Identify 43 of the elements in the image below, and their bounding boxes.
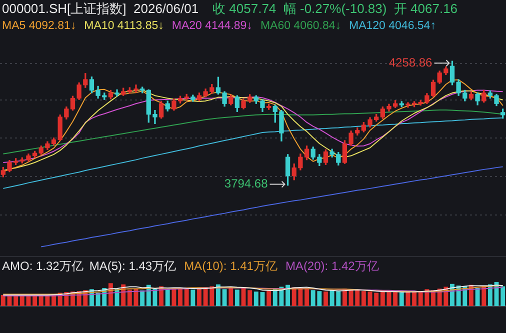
chart-subtitle: 收 4057.74 幅 -0.27%(-10.83) 开 4067.16 xyxy=(212,1,458,16)
bar xyxy=(361,291,366,306)
bar xyxy=(368,292,372,306)
bar xyxy=(475,288,480,306)
bar xyxy=(165,289,170,306)
text: MA5 4092.81↓ xyxy=(2,20,76,32)
series-label: MA(20): 1.42万亿 xyxy=(285,259,379,273)
bar xyxy=(197,288,202,306)
bar xyxy=(406,292,410,306)
chart-title: 000001.SH[上证指数] 2026/06/01 xyxy=(2,1,199,16)
bar xyxy=(393,291,398,306)
chart-title: AMO: 1.32万亿 xyxy=(2,259,84,273)
bar xyxy=(190,290,196,306)
bar xyxy=(127,290,132,306)
bar xyxy=(304,289,309,306)
bar xyxy=(234,290,240,306)
bar xyxy=(500,286,506,306)
bar xyxy=(380,292,385,306)
bar xyxy=(374,292,379,306)
bar xyxy=(178,288,182,306)
bar xyxy=(140,290,145,306)
bar xyxy=(286,284,290,306)
text: MA60 4060.84↓ xyxy=(260,20,341,32)
text: MA10 4113.85↓ xyxy=(84,20,164,32)
bar xyxy=(172,288,176,306)
bar xyxy=(0,294,6,306)
bar xyxy=(184,288,189,306)
bar xyxy=(254,292,258,306)
bar xyxy=(324,292,328,306)
text: MA120 4046.54↑ xyxy=(349,20,436,32)
bar xyxy=(386,292,392,306)
bar xyxy=(248,290,252,306)
bar xyxy=(266,290,272,306)
bar xyxy=(222,289,227,306)
bar xyxy=(399,292,404,306)
bar xyxy=(260,292,265,306)
annotation: 4258.86 xyxy=(388,55,433,70)
bar xyxy=(412,292,416,306)
series-label: MA(10): 1.41万亿 xyxy=(184,259,278,273)
text: MA20 4144.89↓ xyxy=(172,20,252,32)
bar xyxy=(216,284,220,306)
series-label: MA(5): 1.43万亿 xyxy=(89,259,176,273)
annotation: 3794.68 xyxy=(224,176,268,191)
